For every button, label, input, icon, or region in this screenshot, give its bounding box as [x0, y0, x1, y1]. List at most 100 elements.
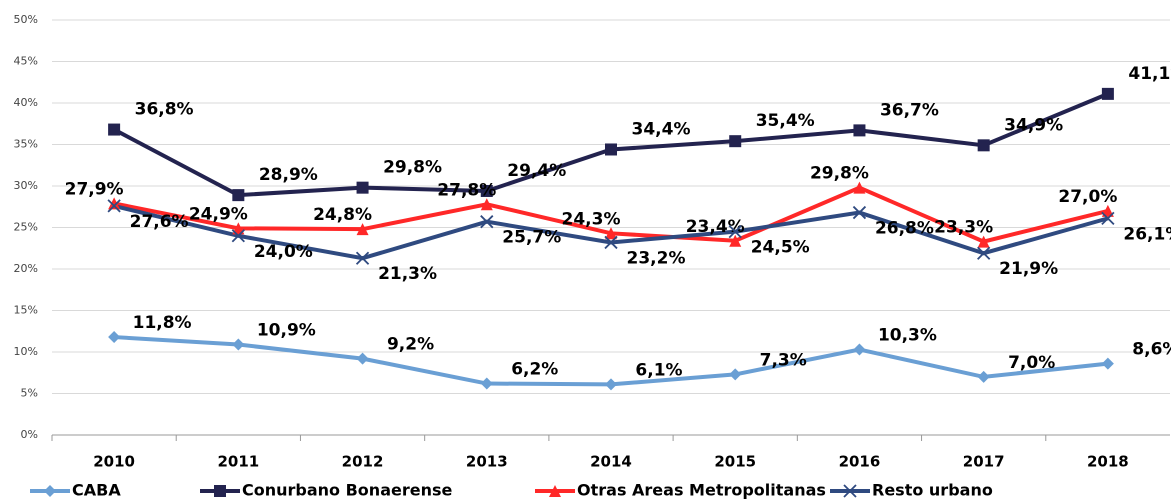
data-label: 26,1%: [1123, 224, 1171, 244]
y-tick-label: 35%: [14, 138, 38, 151]
y-tick-label: 50%: [14, 13, 38, 26]
data-point: [1101, 87, 1114, 100]
data-label: 10,9%: [257, 321, 316, 341]
data-point: [1101, 357, 1114, 370]
legend-label: Otras Areas Metropolitanas: [577, 481, 826, 500]
data-label: 21,3%: [378, 264, 437, 284]
data-point: [232, 222, 245, 235]
x-tick-label: 2016: [839, 453, 881, 471]
data-point: [480, 215, 494, 229]
data-label: 27,6%: [130, 212, 189, 232]
data-label: 28,9%: [259, 165, 318, 185]
x-tick-label: 2018: [1087, 453, 1129, 471]
series-line: [113, 335, 1109, 387]
data-label: 35,4%: [756, 111, 815, 131]
data-label: 23,2%: [627, 248, 686, 268]
data-point: [231, 229, 245, 243]
legend-marker: [44, 485, 56, 497]
data-point: [852, 205, 867, 220]
y-tick-label: 25%: [14, 221, 38, 234]
data-point: [232, 189, 245, 202]
data-point: [605, 143, 617, 156]
y-tick-label: 45%: [14, 55, 38, 68]
legend-label: CABA: [72, 481, 121, 500]
x-tick-label: 2010: [93, 453, 135, 471]
data-label: 36,7%: [880, 100, 939, 120]
data-point: [480, 198, 493, 211]
data-label: 24,8%: [313, 205, 372, 225]
data-label: 29,8%: [810, 164, 869, 184]
data-label: 11,8%: [133, 313, 192, 333]
data-point: [107, 199, 121, 213]
data-point: [977, 370, 990, 383]
data-point: [853, 124, 866, 137]
data-point: [356, 223, 369, 236]
data-label: 24,5%: [751, 238, 810, 258]
data-label: 24,3%: [562, 209, 621, 229]
data-point: [853, 181, 866, 194]
data-point: [977, 246, 991, 260]
data-label: 27,8%: [437, 180, 496, 200]
data-label: 34,4%: [632, 119, 691, 139]
data-label: 21,9%: [999, 259, 1058, 279]
data-label: 27,9%: [65, 179, 124, 199]
data-point: [605, 378, 617, 391]
data-label: 24,0%: [254, 242, 313, 262]
data-label: 29,8%: [383, 158, 442, 178]
data-point: [729, 234, 742, 247]
y-tick-label: 10%: [14, 345, 38, 358]
data-label: 36,8%: [135, 100, 194, 120]
data-point: [1101, 211, 1115, 226]
data-label: 7,3%: [760, 350, 807, 370]
data-point: [356, 181, 369, 194]
legend-label: Resto urbano: [872, 481, 993, 500]
x-tick-label: 2017: [963, 453, 1005, 471]
data-point: [232, 338, 245, 351]
y-tick-label: 5%: [21, 387, 38, 400]
data-point: [108, 123, 121, 136]
data-point: [480, 184, 493, 197]
legend-marker: [549, 485, 561, 497]
y-tick-label: 30%: [14, 179, 38, 192]
data-label: 41,1%: [1128, 64, 1171, 84]
data-point: [977, 235, 990, 248]
x-tick-label: 2013: [466, 453, 508, 471]
x-tick-label: 2014: [590, 453, 632, 471]
data-label: 24,9%: [189, 204, 248, 224]
legend-marker: [843, 484, 857, 498]
data-label: 23,4%: [686, 217, 745, 237]
data-label: 6,1%: [635, 360, 682, 380]
x-tick-label: 2015: [714, 453, 756, 471]
data-point: [1101, 204, 1114, 217]
legend-label: Conurbano Bonaerense: [242, 481, 452, 500]
data-point: [108, 197, 121, 210]
y-tick-label: 40%: [14, 96, 38, 109]
data-label: 27,0%: [1058, 187, 1117, 207]
data-label: 9,2%: [387, 335, 434, 355]
x-tick-label: 2011: [217, 453, 259, 471]
data-point: [729, 368, 742, 381]
data-label: 29,4%: [507, 161, 566, 181]
data-label: 23,3%: [934, 218, 993, 238]
data-label: 34,9%: [1004, 115, 1063, 135]
data-point: [108, 331, 121, 344]
y-tick-label: 20%: [14, 262, 38, 275]
data-point: [480, 377, 493, 390]
data-point: [728, 225, 742, 239]
legend-marker: [214, 485, 226, 497]
data-label: 26,8%: [875, 219, 934, 239]
data-label: 10,3%: [878, 326, 937, 346]
data-point: [604, 235, 618, 250]
y-tick-label: 0%: [21, 428, 38, 441]
data-point: [605, 227, 617, 240]
data-label: 25,7%: [502, 228, 561, 248]
data-label: 6,2%: [511, 360, 558, 380]
data-point: [853, 343, 866, 356]
data-label: 7,0%: [1008, 353, 1055, 373]
data-point: [729, 135, 742, 148]
x-tick-label: 2012: [342, 453, 384, 471]
data-point: [355, 251, 370, 265]
data-label: 8,6%: [1132, 340, 1171, 360]
data-point: [356, 352, 369, 365]
